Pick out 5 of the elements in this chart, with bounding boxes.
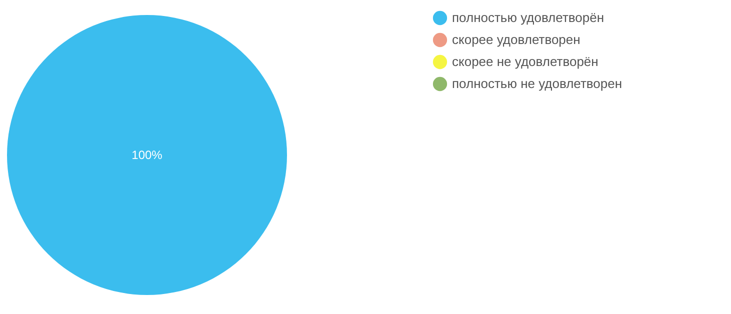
data-label: 100% (132, 148, 163, 162)
legend-label: полностью не удовлетворен (452, 76, 622, 91)
legend-label: полностью удовлетворён (452, 10, 604, 25)
legend-label: скорее удовлетворен (452, 32, 580, 47)
legend-label: скорее не удовлетворён (452, 54, 598, 69)
